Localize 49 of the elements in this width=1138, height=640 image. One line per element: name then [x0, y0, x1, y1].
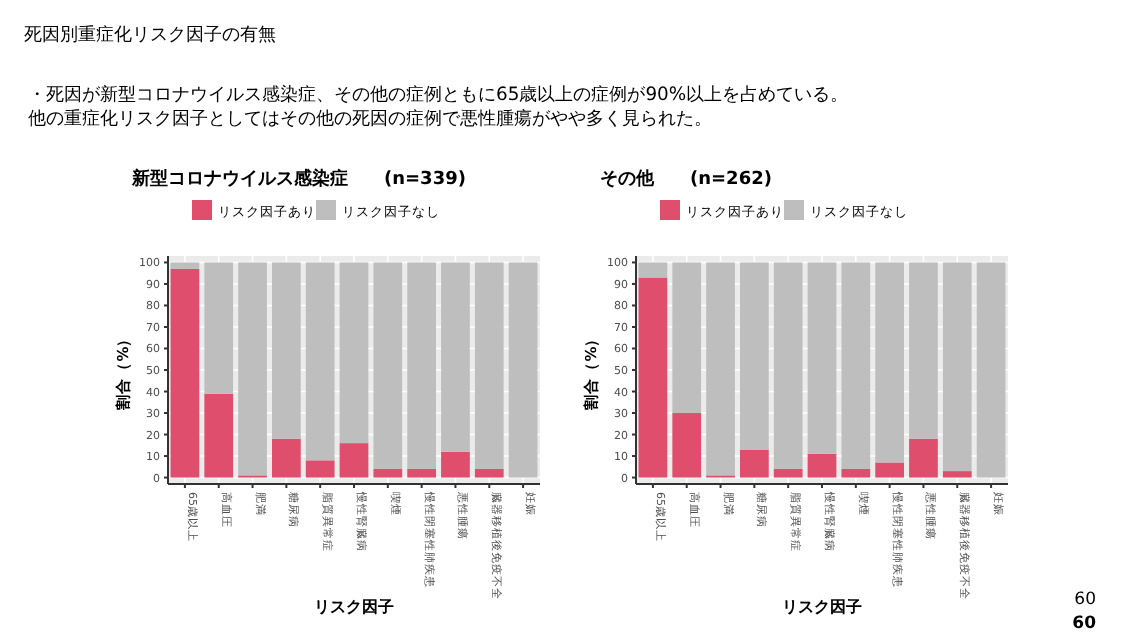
bar	[441, 262, 470, 452]
bar	[807, 262, 837, 454]
bar	[841, 262, 871, 469]
bar	[638, 262, 668, 278]
bar	[638, 277, 668, 478]
bar	[271, 262, 301, 439]
bar	[672, 413, 702, 478]
bar	[875, 262, 905, 463]
text: 60	[1074, 590, 1096, 610]
chart-title: 新型コロナウイルス感染症 (n=339)	[130, 168, 466, 190]
bar	[875, 462, 905, 478]
bar	[909, 438, 938, 478]
bar	[841, 468, 871, 478]
bar	[373, 262, 403, 469]
bar	[672, 262, 702, 414]
bar	[706, 262, 735, 476]
bar	[407, 468, 437, 478]
bar	[474, 262, 504, 469]
text: 死因別重症化リスク因子の有無	[24, 24, 276, 46]
bar	[204, 262, 234, 394]
x-axis-title: リスク因子	[314, 598, 394, 616]
text: 他の重症化リスク因子としてはその他の死因の症例で悪性腫瘍がやや多く見られた。	[28, 108, 712, 130]
bar	[170, 262, 200, 269]
bar	[339, 443, 369, 478]
bar	[238, 262, 267, 476]
bar	[170, 268, 200, 478]
chart-title: その他 (n=262)	[600, 168, 772, 190]
bar	[339, 262, 369, 444]
bar	[739, 449, 769, 478]
bar	[407, 262, 437, 469]
text: ・死因が新型コロナウイルス感染症、その他の症例ともに65歳以上の症例が90%以上を占めている。	[28, 84, 849, 106]
bar	[909, 262, 938, 439]
bar	[271, 438, 301, 478]
bar	[441, 451, 470, 478]
bar	[739, 262, 769, 450]
bar	[204, 393, 234, 478]
bar	[474, 468, 504, 478]
bar	[942, 471, 972, 478]
bar	[976, 262, 1006, 478]
bar	[807, 453, 837, 478]
bar	[942, 262, 972, 472]
bar	[773, 468, 803, 478]
bar	[373, 468, 403, 478]
bar	[508, 262, 538, 478]
bar	[773, 262, 803, 469]
x-axis-title: リスク因子	[782, 598, 862, 616]
text: 60	[1072, 614, 1097, 634]
bar	[305, 262, 335, 461]
bar	[305, 460, 335, 478]
